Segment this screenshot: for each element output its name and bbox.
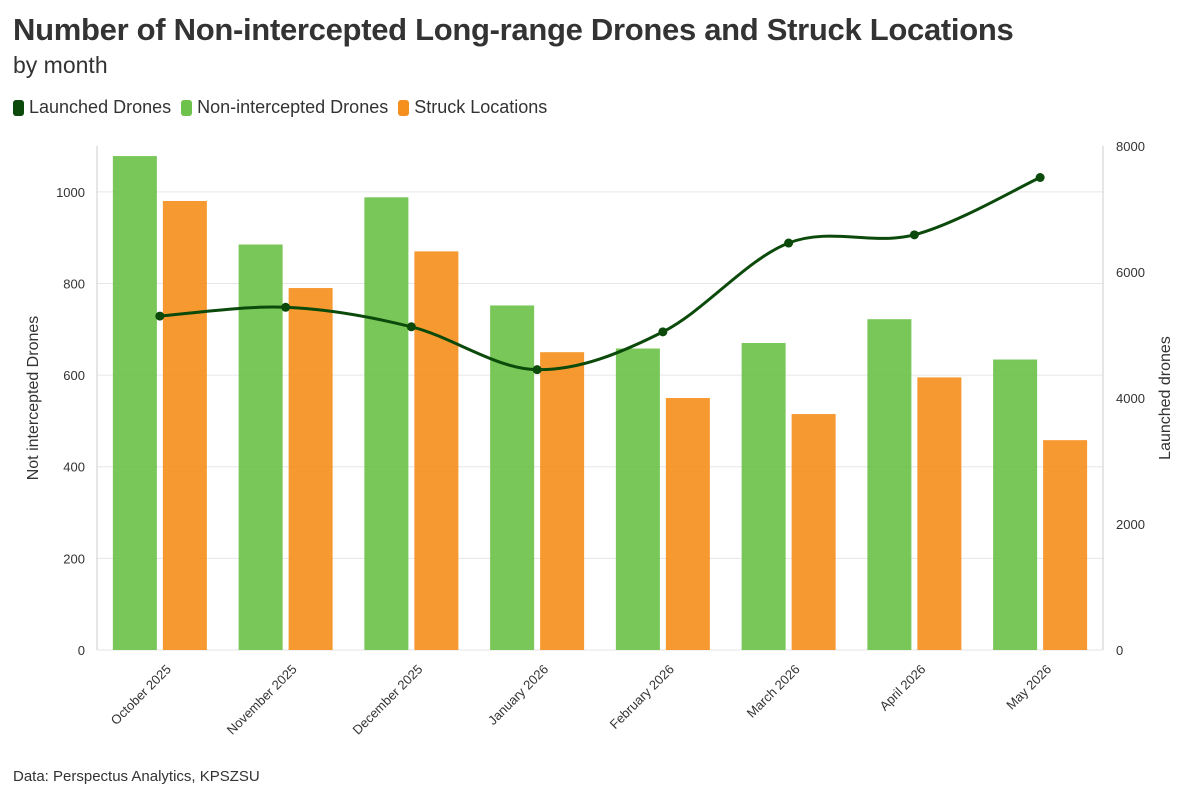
bar-struck — [288, 288, 333, 650]
bar-nonintercepted — [364, 197, 409, 651]
y-tick-label-right: 8000 — [1116, 139, 1145, 154]
legend-swatch-struck — [398, 99, 410, 116]
x-tick-label: November 2025 — [224, 662, 300, 738]
y-axis-label-right: Launched drones — [1157, 336, 1174, 460]
axes: 0 200 400 600 800 1000 0 2000 4000 6000 8000 Octobe… — [56, 139, 1145, 738]
bar-nonintercepted — [741, 343, 786, 650]
legend-item-launched[interactable]: Launched Drones — [13, 97, 171, 118]
point-launched — [155, 311, 165, 321]
legend-label-nonintercepted: Non-intercepted Drones — [197, 97, 389, 117]
bar-struck — [665, 398, 710, 650]
y-tick-label-left: 600 — [63, 368, 85, 383]
y-tick-label-left: 400 — [63, 460, 85, 475]
bar-struck — [540, 352, 585, 650]
x-tick-label: April 2026 — [876, 662, 928, 714]
bar-nonintercepted — [867, 319, 912, 650]
x-tick-label: February 2026 — [607, 662, 677, 732]
legend-item-nonintercepted[interactable]: Non-intercepted Drones — [181, 97, 388, 118]
y-tick-label-right: 6000 — [1116, 265, 1145, 280]
bar-nonintercepted — [615, 348, 660, 650]
y-tick-label-right: 2000 — [1116, 517, 1145, 532]
bar-struck — [1043, 440, 1088, 650]
point-launched — [532, 365, 542, 375]
x-tick-label: October 2025 — [108, 662, 174, 728]
source-note: Data: Perspectus Analytics, KPSZSU — [13, 768, 260, 785]
y-tick-label-left: 1000 — [56, 185, 85, 200]
x-tick-label: January 2026 — [485, 662, 551, 728]
legend-item-struck[interactable]: Struck Locations — [398, 97, 547, 118]
y-tick-label-right: 0 — [1116, 643, 1123, 658]
y-tick-label-left: 800 — [63, 276, 85, 291]
point-launched — [909, 230, 919, 240]
point-launched — [281, 302, 291, 312]
bar-struck — [414, 251, 459, 650]
bar-struck — [917, 377, 962, 650]
point-launched — [406, 322, 416, 332]
x-tick-label: March 2026 — [744, 662, 803, 721]
bar-nonintercepted — [993, 359, 1038, 650]
legend-swatch-nonintercepted — [181, 99, 193, 116]
bar-nonintercepted — [238, 244, 283, 650]
bar-group — [112, 156, 1088, 651]
line-series — [155, 173, 1045, 375]
x-tick-label: May 2026 — [1003, 662, 1054, 713]
chart-title: Number of Non-intercepted Long-range Dro… — [13, 12, 1014, 47]
line-launched — [159, 176, 1041, 372]
legend-label-struck: Struck Locations — [414, 97, 548, 117]
bar-nonintercepted — [112, 156, 157, 650]
legend: Launched Drones Non-intercepted Drones S… — [13, 97, 557, 118]
x-tick-label: December 2025 — [349, 662, 425, 738]
bar-struck — [791, 414, 836, 650]
point-launched — [658, 327, 668, 337]
y-tick-label-left: 200 — [63, 551, 85, 566]
point-launched — [784, 238, 794, 248]
bar-struck — [162, 200, 207, 650]
legend-swatch-launched — [13, 99, 24, 116]
point-launched — [1035, 173, 1045, 182]
y-tick-label-right: 4000 — [1116, 391, 1145, 406]
legend-label-launched: Launched Drones — [29, 97, 172, 117]
chart-subtitle: by month — [13, 52, 108, 78]
y-axis-label-left: Not intercepted Drones — [25, 316, 42, 481]
bar-nonintercepted — [490, 305, 535, 650]
y-tick-label-left: 0 — [78, 643, 85, 658]
